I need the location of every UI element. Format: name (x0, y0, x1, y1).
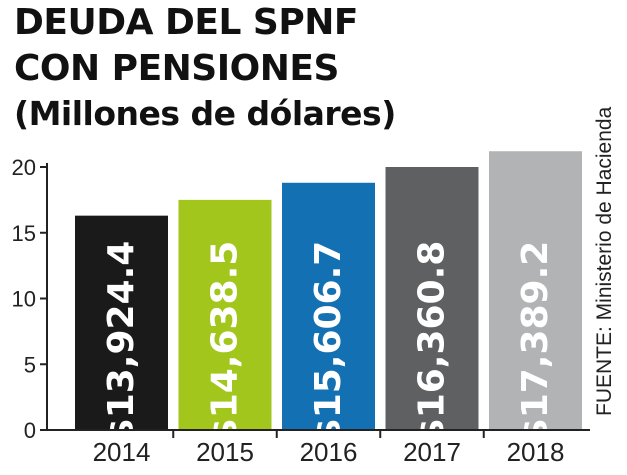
bar-2018 (489, 151, 582, 430)
bar-2017 (385, 167, 479, 430)
bar-value-label: $15,606.7 (308, 241, 349, 444)
bar-value-label: $14,638.5 (205, 241, 246, 444)
chart-title-line-1: DEUDA DEL SPNF (14, 2, 358, 43)
bar-value-label: $13,924.4 (101, 241, 142, 444)
x-tick-label: 2014 (93, 437, 151, 467)
bar-2014 (75, 215, 168, 430)
x-tick-label: 2015 (196, 437, 254, 467)
y-tick-label: 15 (12, 221, 36, 246)
x-tick-label: 2017 (403, 437, 461, 467)
x-axis: 2014 2015 2016 2017 2018 (40, 429, 590, 467)
bar-2015 (178, 199, 272, 430)
x-tick-label: 2018 (507, 437, 565, 467)
y-tick-label: 10 (12, 287, 36, 312)
y-tick-label: 0 (24, 418, 36, 443)
y-axis: 0 5 10 15 20 (12, 155, 48, 443)
y-tick-label: 5 (24, 352, 36, 377)
bar-value-label: $16,360.8 (412, 241, 453, 444)
x-tick-label: 2016 (300, 437, 358, 467)
source-note: FUENTE: Ministerio de Hacienda (593, 106, 616, 416)
bar-value-label: $17,389.2 (515, 241, 556, 444)
chart-subtitle: (Millones de dólares) (14, 94, 396, 133)
bars: $13,924.4 $14,638.5 $15,606.7 $16,360.8 $17,… (75, 151, 582, 443)
y-tick-label: 20 (12, 155, 36, 180)
bar-2016 (282, 182, 375, 430)
chart-title-line-2: CON PENSIONES (14, 48, 339, 89)
